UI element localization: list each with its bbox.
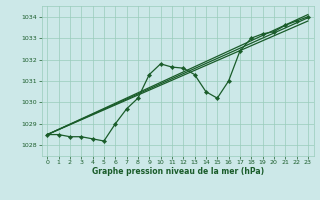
X-axis label: Graphe pression niveau de la mer (hPa): Graphe pression niveau de la mer (hPa) <box>92 167 264 176</box>
